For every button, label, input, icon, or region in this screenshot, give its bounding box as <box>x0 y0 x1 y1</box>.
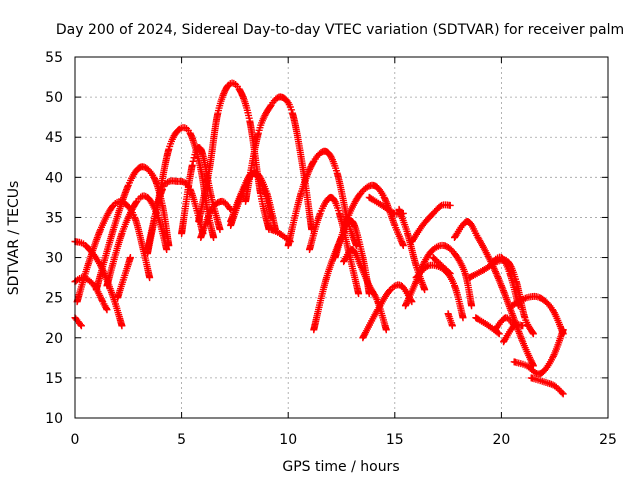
data-point <box>468 302 476 310</box>
data-point <box>188 161 196 169</box>
data-marks <box>71 79 567 398</box>
y-tick-label: 40 <box>45 170 63 186</box>
y-tick-label: 35 <box>45 210 63 226</box>
y-tick-label: 10 <box>45 411 63 427</box>
data-point <box>436 202 444 210</box>
series-arc1 <box>71 274 111 314</box>
y-tick-label: 50 <box>45 90 63 106</box>
series-arc17 <box>284 147 360 250</box>
data-point <box>330 196 338 204</box>
data-point <box>227 205 235 213</box>
data-point <box>363 183 371 191</box>
data-point <box>373 307 381 315</box>
y-tick-label: 45 <box>45 130 63 146</box>
data-point <box>559 390 567 398</box>
data-point <box>126 254 134 262</box>
data-point <box>163 246 171 254</box>
data-point <box>132 198 140 206</box>
data-point <box>445 269 453 277</box>
data-point <box>266 102 274 110</box>
data-point <box>190 154 198 162</box>
x-tick-labels: 0 5 10 15 20 25 <box>71 432 617 448</box>
x-tick-label: 15 <box>386 432 404 448</box>
series-arc28 <box>429 254 454 278</box>
data-point <box>399 242 407 250</box>
series-arc22 <box>359 281 416 342</box>
data-point <box>448 322 456 330</box>
data-point <box>519 322 527 330</box>
series-arc30 <box>450 217 537 370</box>
series-arc21 <box>340 246 390 334</box>
series-arc29 <box>444 310 456 330</box>
series-arc2 <box>71 314 85 330</box>
series-arc15 <box>242 93 316 233</box>
series-arc26 <box>408 201 454 246</box>
series-arc11 <box>197 197 235 241</box>
data-point <box>287 106 295 114</box>
data-point <box>459 314 467 322</box>
x-axis-label: GPS time / hours <box>282 459 399 475</box>
y-tick-label: 20 <box>45 331 63 347</box>
series-arc37 <box>510 326 567 378</box>
y-tick-labels: 10 15 20 25 30 35 40 45 50 55 <box>45 50 63 427</box>
data-point <box>216 225 224 233</box>
x-tick-label: 10 <box>279 432 297 448</box>
data-point <box>559 326 567 334</box>
data-point <box>558 389 566 397</box>
series-arc6 <box>103 192 171 290</box>
data-point <box>421 286 429 294</box>
data-point <box>305 167 313 175</box>
data-point <box>189 157 197 165</box>
data-point <box>283 97 291 105</box>
data-point <box>529 330 537 338</box>
data-point <box>306 166 314 174</box>
y-tick-label: 55 <box>45 50 63 66</box>
x-tick-label: 20 <box>492 432 510 448</box>
data-point <box>77 321 85 329</box>
y-tick-label: 30 <box>45 251 63 267</box>
data-point <box>494 329 502 337</box>
data-point <box>495 330 503 338</box>
data-point <box>446 270 454 278</box>
data-point <box>549 354 557 362</box>
y-tick-label: 25 <box>45 291 63 307</box>
data-point <box>77 322 85 330</box>
y-tick-label: 15 <box>45 371 63 387</box>
series-arc14 <box>227 169 279 233</box>
data-point <box>531 368 539 376</box>
y-axis-label: SDTVAR / TECUs <box>6 181 22 296</box>
data-point <box>327 153 335 161</box>
plot-frame <box>74 56 609 419</box>
data-point <box>103 306 111 314</box>
series-arc38 <box>527 374 567 398</box>
data-point <box>355 290 363 298</box>
data-point <box>352 242 360 250</box>
series-arc7 <box>114 254 134 302</box>
series-arc24 <box>395 205 429 294</box>
data-point <box>118 322 126 330</box>
series-arc20 <box>331 181 407 262</box>
series-arc4 <box>73 198 154 306</box>
data-point <box>146 274 154 282</box>
x-tick-label: 25 <box>599 432 617 448</box>
data-point <box>210 234 218 241</box>
series-arc27 <box>412 261 467 322</box>
data-point <box>554 385 562 393</box>
data-point <box>446 201 454 209</box>
chart-title: Day 200 of 2024, Sidereal Day-to-day VTE… <box>56 22 624 38</box>
data-point <box>382 326 390 334</box>
x-tick-label: 0 <box>71 432 80 448</box>
x-tick-label: 5 <box>177 432 186 448</box>
data-point <box>403 298 411 306</box>
series-arc35 <box>500 321 527 346</box>
